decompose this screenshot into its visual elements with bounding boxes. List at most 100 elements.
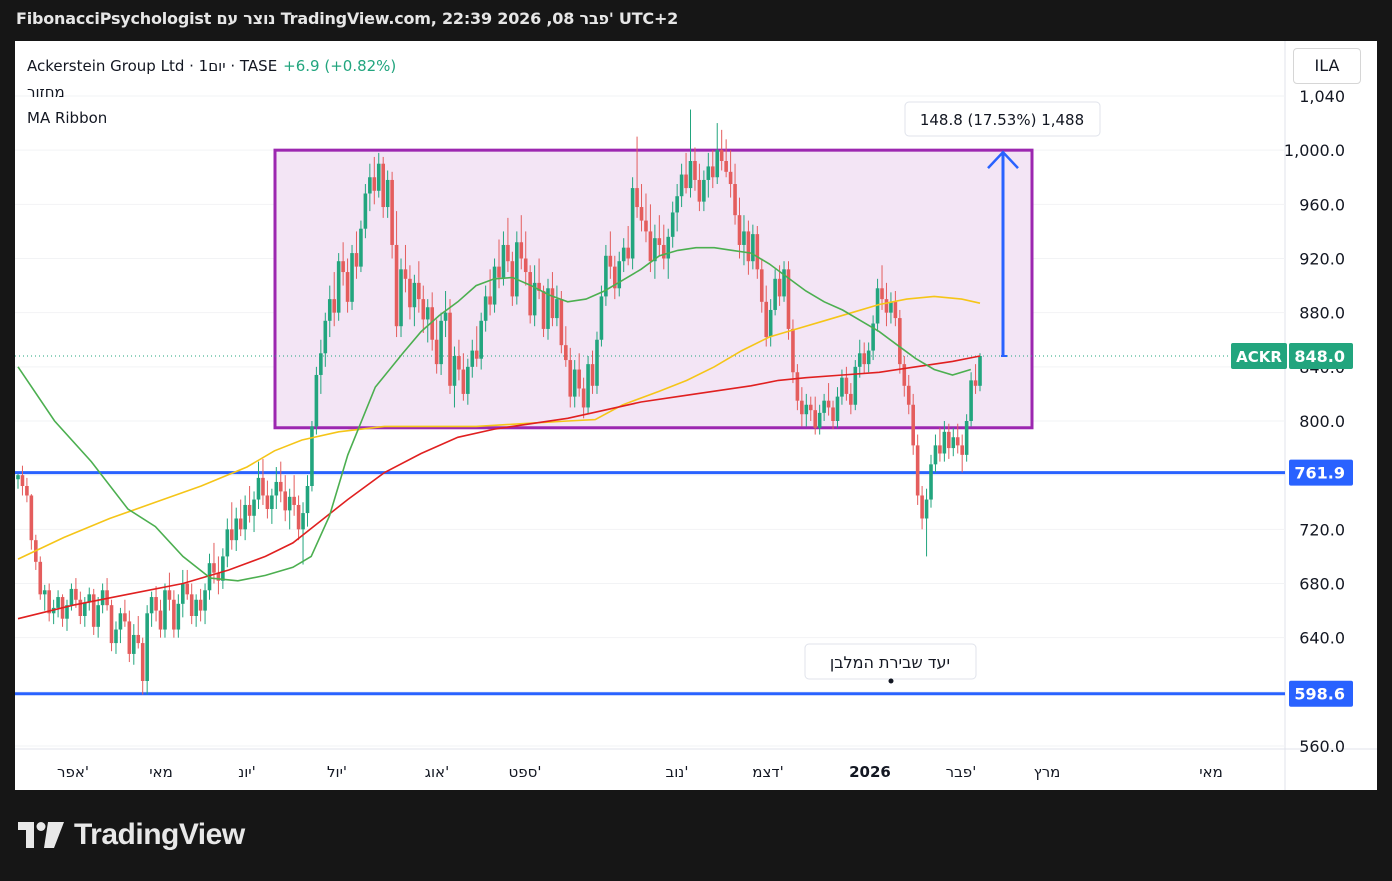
target-annotation: יעד שבירת המלבן	[804, 643, 977, 684]
candle-body	[808, 404, 813, 411]
x-tick-label: מאי	[149, 763, 173, 781]
candle-body	[889, 301, 893, 313]
candle-body	[541, 291, 546, 329]
candle-body	[924, 499, 929, 519]
candle-body	[216, 572, 221, 581]
candle-body	[96, 605, 100, 627]
measure-label-box	[904, 101, 1101, 137]
chart-legend: Ackerstein Group Ltd · 1יום · TASE +6.9 (…	[27, 53, 396, 131]
price-label-box	[1289, 343, 1353, 369]
y-tick-label: 920.0	[1299, 250, 1345, 269]
candle-body	[198, 599, 203, 611]
symbol-line[interactable]: Ackerstein Group Ltd · 1יום · TASE	[27, 57, 278, 75]
candle-body	[653, 238, 657, 262]
candle-body	[831, 407, 835, 421]
candle-body	[354, 253, 359, 267]
tradingview-logo[interactable]: TradingView	[18, 818, 245, 852]
candle-body	[252, 499, 256, 516]
candle-body	[42, 590, 47, 595]
candle-body	[817, 412, 822, 428]
ticker-label-text: ACKR	[1236, 348, 1282, 366]
candle-body	[849, 393, 853, 405]
symbol-info[interactable]: Ackerstein Group Ltd · 1יום · TASE +6.9 (…	[27, 53, 396, 79]
candle-body	[203, 590, 207, 611]
candle-body	[782, 269, 786, 297]
candle-body	[256, 477, 261, 500]
candle-body	[109, 605, 114, 644]
candle-body	[314, 374, 319, 427]
candle-body	[764, 301, 769, 338]
candle-body	[417, 282, 421, 300]
candle-body	[372, 177, 377, 191]
y-tick-label: 1,000.0	[1284, 141, 1345, 160]
candle-body	[978, 356, 982, 386]
candle-body	[951, 437, 956, 449]
candle-body	[78, 599, 83, 616]
candle-body	[506, 244, 510, 262]
candle-body	[149, 597, 154, 614]
candle-body	[69, 588, 74, 606]
volume-label[interactable]: מחזור	[27, 83, 65, 101]
candlestick-chart[interactable]: 560.0600.0640.0680.0720.0760.0800.0840.0…	[15, 41, 1377, 790]
candle-body	[786, 269, 791, 329]
candle-body	[697, 179, 702, 202]
measure-arrow-head	[987, 150, 1019, 170]
candle-body	[724, 161, 728, 172]
candle-body	[385, 179, 390, 208]
candle-body	[425, 307, 430, 320]
candle-body	[702, 179, 706, 202]
candle-body	[212, 563, 216, 573]
candle-body	[715, 150, 720, 178]
candle-body	[835, 396, 840, 421]
currency-button[interactable]: ILA	[1293, 48, 1361, 84]
ma-ribbon-label[interactable]: MA Ribbon	[27, 109, 108, 127]
candle-body	[176, 603, 181, 630]
x-tick-label: ספט'	[509, 763, 542, 781]
candle-body	[189, 594, 194, 616]
candle-body	[296, 504, 301, 530]
price-change: +6.9 (+0.82%)	[283, 57, 397, 75]
chart-panel[interactable]: 560.0600.0640.0680.0720.0760.0800.0840.0…	[15, 41, 1377, 790]
candle-body	[555, 299, 559, 319]
candle-body	[336, 261, 341, 313]
candle-body	[439, 320, 443, 365]
candle-body	[675, 196, 679, 213]
candle-body	[430, 307, 434, 340]
candle-body	[341, 261, 345, 273]
candle-body	[559, 299, 564, 346]
candle-body	[795, 372, 800, 401]
candle-body	[118, 613, 123, 630]
candle-body	[310, 426, 314, 486]
candle-body	[127, 621, 132, 654]
candle-body	[443, 312, 448, 321]
candle-body	[612, 266, 617, 289]
candle-body	[56, 597, 60, 608]
candle-body	[906, 385, 911, 405]
candle-body	[65, 605, 69, 619]
candle-body	[394, 244, 399, 327]
candle-body	[693, 161, 697, 180]
candle-body	[461, 369, 466, 394]
candle-body	[639, 207, 644, 221]
candle-body	[74, 588, 78, 600]
candle-body	[728, 171, 733, 185]
ticker-label-box	[1231, 343, 1287, 369]
candle-body	[323, 320, 328, 354]
x-tick-label: יונ'	[238, 763, 256, 781]
candle-body	[136, 634, 141, 644]
candle-body	[902, 364, 907, 386]
candle-body	[194, 599, 198, 616]
y-tick-label: 1,040	[1299, 87, 1345, 106]
candle-body	[457, 356, 461, 370]
candle-body	[47, 590, 51, 614]
x-tick-label: דצמ'	[752, 763, 783, 781]
candle-body	[617, 261, 622, 289]
candle-body	[947, 431, 951, 449]
candle-body	[853, 366, 858, 405]
candle-body	[777, 278, 782, 297]
candle-body	[742, 231, 746, 245]
candle-body	[483, 296, 488, 321]
candle-body	[83, 602, 87, 616]
candle-body	[265, 495, 270, 510]
candle-body	[528, 272, 532, 316]
